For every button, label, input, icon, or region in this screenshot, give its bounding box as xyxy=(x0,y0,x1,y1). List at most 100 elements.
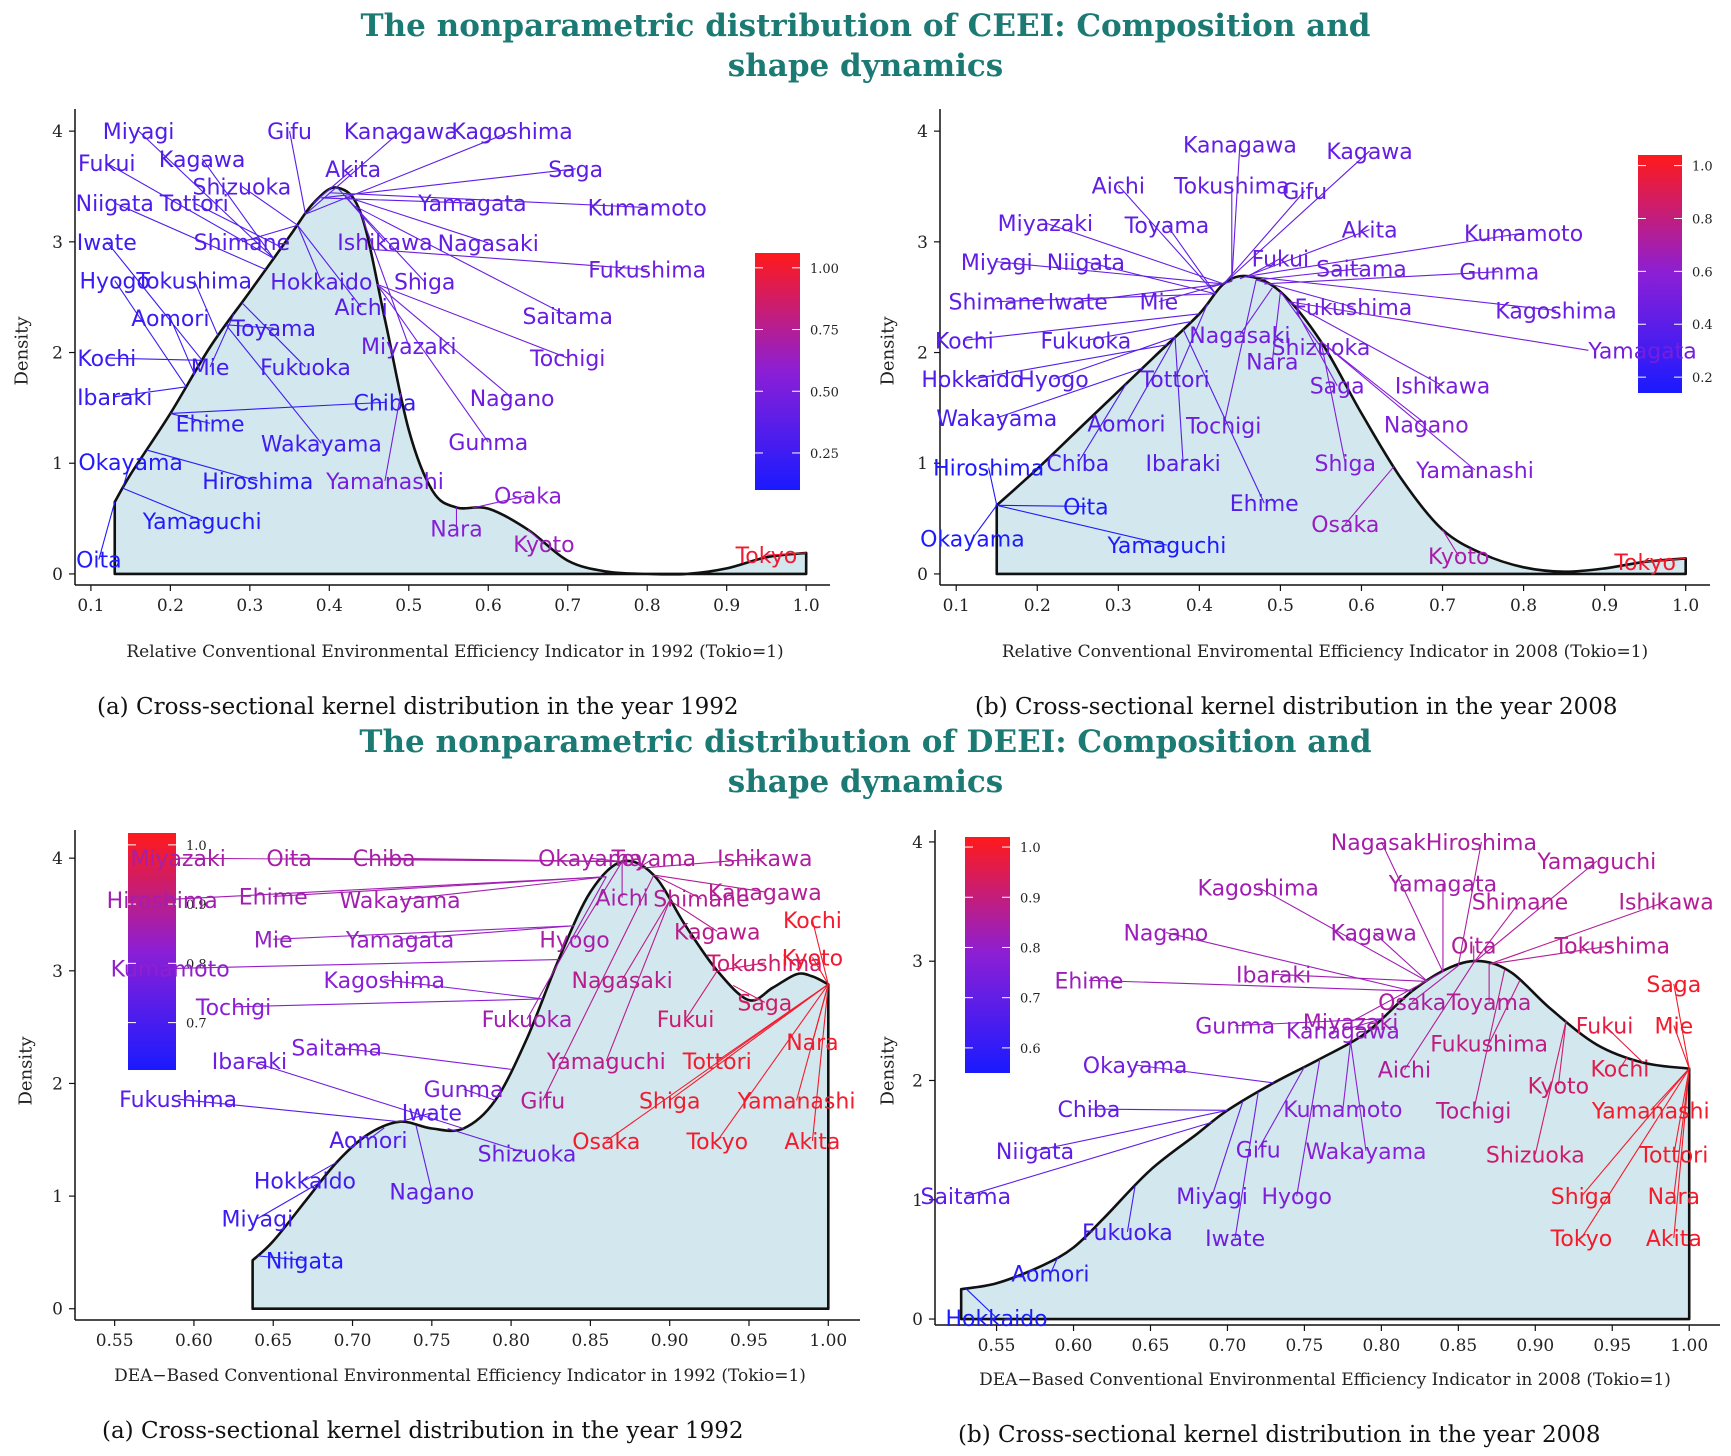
prefecture-label: Ehime xyxy=(176,412,245,437)
x-tick-label: 0.6 xyxy=(1348,596,1375,616)
leader-line xyxy=(1126,1185,1136,1233)
leader-line xyxy=(1673,983,1690,1069)
leader-line xyxy=(1604,1025,1644,1063)
prefecture-label: Fukuoka xyxy=(482,1008,573,1033)
x-tick-label: 0.3 xyxy=(236,596,263,616)
leader-line xyxy=(1673,1068,1690,1238)
leader-line xyxy=(360,213,410,347)
prefecture-label: Hiroshima xyxy=(933,457,1044,482)
colorbar-tick-label: 1.0 xyxy=(1020,841,1041,856)
leader-line xyxy=(637,857,765,869)
prefecture-label: Kochi xyxy=(77,347,136,372)
leader-line xyxy=(1403,962,1475,1071)
prefecture-label: Yamaguchi xyxy=(142,510,262,535)
x-tick-label: 0.85 xyxy=(571,1331,609,1351)
leader-line xyxy=(1534,1020,1567,1155)
prefecture-label: Gunma xyxy=(448,431,528,456)
leader-line xyxy=(653,874,765,893)
leader-line xyxy=(1257,1066,1305,1150)
leader-line xyxy=(321,168,576,199)
prefecture-label: Fukushima xyxy=(1430,1033,1548,1058)
colorbar-tick-label: 0.9 xyxy=(186,898,207,913)
prefecture-label: Yamagata xyxy=(1388,873,1497,898)
leader-line xyxy=(1273,973,1428,983)
leader-line xyxy=(1211,1100,1244,1197)
leader-line xyxy=(1255,279,1354,308)
x-tick-label: 1.0 xyxy=(793,596,820,616)
leader-line xyxy=(1223,150,1370,285)
prefecture-label: Saga xyxy=(1310,375,1365,400)
leader-line xyxy=(106,357,203,361)
colorbar-tick-label: 0.8 xyxy=(1020,941,1041,956)
prefecture-label: Mie xyxy=(1140,291,1179,316)
prefecture-label: Toyama xyxy=(1124,214,1210,239)
leader-line xyxy=(400,925,575,940)
prefecture-label: Ishikawa xyxy=(717,847,812,872)
prefecture-label: Fukui xyxy=(78,152,136,177)
leader-line xyxy=(669,899,718,932)
ceei-title-line-2: shape dynamics xyxy=(727,48,1004,84)
y-tick-label: 1 xyxy=(912,1191,923,1211)
leader-line xyxy=(384,857,623,863)
prefecture-label: Gunma xyxy=(424,1078,504,1103)
prefecture-label: Akita xyxy=(784,1130,840,1155)
leader-line xyxy=(114,202,266,271)
leader-line xyxy=(1077,383,1127,464)
chart-svg-deei-1992: 0.55 0.60 0.65 0.70 0.75 0.80 0.85 0.90 0.95 1.00… xyxy=(52,830,860,1351)
leader-line xyxy=(996,367,1143,419)
prefecture-label: Ishikawa xyxy=(1618,891,1713,916)
prefecture-label: Hiroshima xyxy=(202,470,313,495)
y-axis-title: Density xyxy=(11,316,33,386)
y-tick-label: 2 xyxy=(912,1071,923,1091)
prefecture-label: Saitama xyxy=(291,1036,382,1061)
leader-line xyxy=(766,552,807,556)
x-tick-label: 0.55 xyxy=(96,1331,134,1351)
prefecture-label: Miyazaki xyxy=(361,335,456,360)
leader-line xyxy=(122,461,132,489)
leader-line xyxy=(1235,1018,1382,1027)
leader-line xyxy=(996,504,1168,546)
prefecture-label: Tochigi xyxy=(195,996,271,1021)
prefecture-label: Akita xyxy=(1342,219,1398,244)
leader-line xyxy=(463,1088,496,1101)
prefecture-label: Kagoshima xyxy=(324,969,445,994)
deei-title-line-1: The nonparametric distribution of DEEI: … xyxy=(359,724,1372,760)
leader-line xyxy=(811,984,829,1141)
leader-line xyxy=(1342,1041,1352,1110)
leader-line xyxy=(170,958,559,970)
leader-line xyxy=(1557,1020,1567,1086)
ceei-title-line-1: The nonparametric distribution of CEEI: … xyxy=(360,8,1371,44)
x-axis-title: DEA−Based Conventional Environmental Eff… xyxy=(114,1366,806,1386)
y-tick-label: 2 xyxy=(52,1074,63,1094)
leader-line xyxy=(447,1127,528,1154)
prefecture-label: Shizuoka xyxy=(478,1142,577,1167)
leader-line xyxy=(1053,336,1176,380)
leader-line xyxy=(526,876,607,1020)
x-tick-label: 0.65 xyxy=(1132,1336,1170,1356)
prefecture-label: Tokushima xyxy=(706,952,823,977)
x-tick-label: 0.80 xyxy=(492,1331,530,1351)
leader-line xyxy=(369,248,648,271)
prefecture-label: Saitama xyxy=(1316,257,1407,282)
y-tick-label: 4 xyxy=(917,122,928,142)
prefecture-label: Tottori xyxy=(159,192,229,217)
x-tick-label: 0.8 xyxy=(634,596,661,616)
leader-line xyxy=(717,962,765,972)
x-axis-title: Relative Conventional Environmental Effi… xyxy=(126,642,784,662)
leader-line xyxy=(178,1098,401,1123)
prefecture-label: Oita xyxy=(1451,935,1497,960)
leader-line xyxy=(170,412,211,424)
leader-line xyxy=(1457,841,1482,966)
prefecture-label: Kyoto xyxy=(782,946,843,971)
leader-line xyxy=(170,401,385,414)
x-tick-label: 0.70 xyxy=(334,1331,372,1351)
ceei-section-title: The nonparametric distribution of CEEI: … xyxy=(0,6,1731,86)
prefecture-label: Nagano xyxy=(470,387,555,412)
leader-line xyxy=(965,1121,1213,1197)
leader-line xyxy=(1158,280,1232,303)
leader-line xyxy=(122,487,203,522)
prefecture-label: Tochigi xyxy=(1435,1099,1511,1124)
leader-line xyxy=(336,187,426,283)
leader-line xyxy=(637,857,655,869)
prefecture-label: Fukui xyxy=(657,1008,715,1033)
